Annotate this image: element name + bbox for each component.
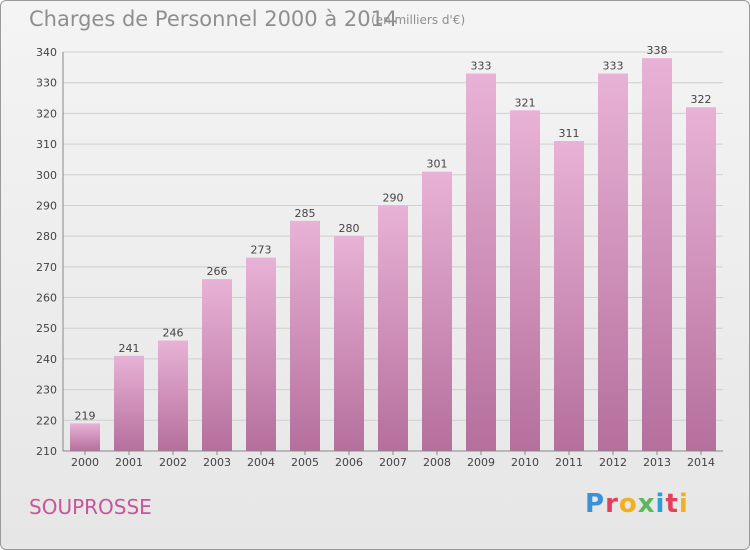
bar-2012	[598, 73, 628, 451]
logo-letter: P	[585, 489, 606, 519]
y-tick-label: 210	[36, 445, 57, 458]
bar-2002	[158, 340, 188, 451]
bar-2000	[70, 423, 100, 451]
y-tick-label: 330	[36, 77, 57, 90]
bar-2004	[246, 257, 276, 451]
y-tick-label: 270	[36, 261, 57, 274]
x-tick-label: 2013	[643, 456, 671, 469]
bar-value-label: 266	[207, 265, 228, 278]
bar-2003	[202, 279, 232, 451]
bar-value-label: 321	[515, 96, 536, 109]
bar-value-label: 280	[339, 222, 360, 235]
bar-2005	[290, 220, 320, 451]
bar-value-label: 311	[559, 127, 580, 140]
bar-2009	[466, 73, 496, 451]
x-tick-label: 2010	[511, 456, 539, 469]
logo-letter: o	[618, 489, 638, 519]
bar-2006	[334, 236, 364, 451]
y-tick-label: 230	[36, 384, 57, 397]
y-tick-label: 240	[36, 353, 57, 366]
y-tick-label: 280	[36, 230, 57, 243]
y-tick-label: 300	[36, 169, 57, 182]
logo-letter: r	[605, 489, 619, 519]
y-tick-label: 340	[36, 46, 57, 59]
chart-title: Charges de Personnel 2000 à 2014	[29, 7, 398, 31]
y-tick-label: 290	[36, 199, 57, 212]
x-tick-label: 2011	[555, 456, 583, 469]
commune-name: SOUPROSSE	[29, 495, 152, 519]
proxiti-logo: Proxiti	[585, 489, 689, 519]
x-tick-label: 2014	[687, 456, 715, 469]
x-tick-label: 2005	[291, 456, 319, 469]
bar-2007	[378, 205, 408, 451]
logo-letter: t	[665, 489, 679, 519]
bar-value-label: 241	[119, 342, 140, 355]
y-tick-label: 250	[36, 322, 57, 335]
bar-value-label: 246	[163, 327, 184, 340]
logo-letter: i	[655, 489, 666, 519]
chart-subtitle: (en milliers d'€)	[371, 13, 466, 27]
x-tick-label: 2004	[247, 456, 275, 469]
bar-value-label: 338	[647, 44, 668, 57]
bar-value-label: 333	[603, 59, 624, 72]
bar-value-label: 301	[427, 158, 448, 171]
y-tick-label: 220	[36, 414, 57, 427]
x-tick-label: 2012	[599, 456, 627, 469]
logo-letter: i	[678, 489, 689, 519]
bar-value-label: 219	[75, 409, 96, 422]
bar-value-label: 273	[251, 244, 272, 257]
y-tick-label: 260	[36, 292, 57, 305]
bar-2014	[686, 107, 716, 451]
bar-value-label: 285	[295, 207, 316, 220]
axes: 210 220 230 240 250 260 270 280 290 300 310 320 330 3…	[36, 46, 723, 469]
bar-2010	[510, 110, 540, 452]
x-tick-label: 2007	[379, 456, 407, 469]
x-tick-label: 2001	[115, 456, 143, 469]
y-tick-label: 310	[36, 138, 57, 151]
bar-2008	[422, 171, 452, 451]
bar-2013	[642, 58, 672, 452]
bar-value-label: 333	[471, 59, 492, 72]
logo-letter: x	[637, 489, 656, 519]
bar-2011	[554, 141, 584, 451]
x-tick-label: 2000	[71, 456, 99, 469]
x-tick-label: 2009	[467, 456, 495, 469]
x-tick-label: 2006	[335, 456, 363, 469]
bar-value-label: 322	[691, 93, 712, 106]
x-tick-label: 2003	[203, 456, 231, 469]
bar-2001	[114, 355, 144, 451]
bar-value-label: 290	[383, 191, 404, 204]
x-tick-label: 2002	[159, 456, 187, 469]
y-tick-label: 320	[36, 107, 57, 120]
x-tick-label: 2008	[423, 456, 451, 469]
bars: 219 241 246 266 273 285 280 290 301 333 321 311 333 3…	[70, 44, 716, 452]
